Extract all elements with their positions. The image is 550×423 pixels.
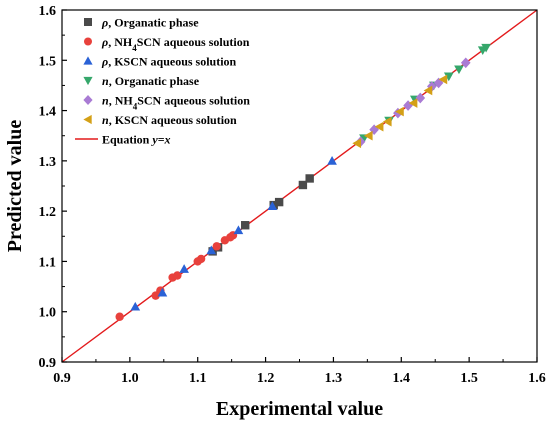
data-point-series-2 [173, 271, 182, 280]
data-point-series-6 [352, 138, 362, 149]
data-point-series-2 [115, 312, 124, 321]
x-tick-label: 1.5 [460, 371, 478, 386]
data-point-series-6 [382, 116, 392, 127]
data-point-series-6 [438, 74, 448, 85]
legend-label-4: n, Organatic phase [102, 74, 200, 88]
x-tick-label: 1.2 [257, 371, 275, 386]
legend-marker-6 [83, 114, 92, 125]
y-tick-label: 1.4 [39, 105, 57, 120]
data-point-series-3 [327, 156, 337, 165]
legend-marker-3 [83, 56, 93, 65]
data-point-series-2 [212, 242, 221, 251]
legend-label-1: ρ, Organatic phase [101, 16, 199, 30]
data-point-series-4 [443, 72, 454, 82]
y-tick-label: 1.0 [39, 306, 57, 321]
legend-label-6: n, KSCN aqueous solution [102, 113, 237, 127]
data-point-series-4 [454, 65, 464, 75]
data-point-series-3 [267, 201, 278, 210]
y-tick-label: 1.1 [39, 255, 57, 270]
data-point-series-3 [233, 225, 244, 235]
data-point-series-1 [241, 221, 250, 230]
y-tick-label: 1.2 [39, 205, 57, 220]
data-point-series-6 [374, 121, 384, 132]
data-point-series-6 [408, 98, 418, 108]
legend-label-reference: Equation y=x [102, 133, 171, 147]
axis-ticks: 0.9 1.0 1.1 1.2 1.3 1.4 1.5 1.6 0.9 1.0 1.1 1.2 1.3 1… [39, 4, 546, 386]
y-tick-label: 1.5 [39, 54, 57, 69]
legend-marker-2 [84, 37, 92, 46]
legend-marker-1 [84, 18, 92, 26]
y-tick-label: 0.9 [39, 356, 57, 371]
data-points-layer [115, 43, 491, 321]
x-tick-label: 1.6 [528, 371, 546, 386]
data-point-series-3 [130, 301, 141, 311]
data-point-series-6 [395, 106, 404, 117]
data-point-series-1 [305, 174, 314, 183]
y-axis-title: Predicted value [4, 120, 26, 253]
data-point-series-3 [179, 264, 189, 273]
data-point-series-5 [460, 57, 471, 69]
data-point-series-4 [481, 43, 491, 53]
data-point-series-5 [415, 92, 426, 104]
legend-label-3: ρ, KSCN aqueous solution [101, 55, 237, 69]
x-tick-label: 1.1 [189, 371, 207, 386]
data-point-series-1 [274, 197, 284, 207]
x-tick-label: 1.4 [393, 371, 411, 386]
x-tick-label: 0.9 [53, 371, 71, 386]
legend-label-2: ρ, NH4SCN aqueous solution [101, 35, 250, 53]
x-tick-label: 1.3 [325, 371, 343, 386]
y-tick-label: 1.3 [39, 155, 57, 170]
data-point-series-3 [206, 245, 217, 255]
data-point-series-1 [298, 180, 308, 190]
legend-label-5: n, NH4SCN aqueous solution [102, 94, 250, 112]
data-point-series-3 [157, 287, 168, 297]
data-point-series-6 [363, 130, 373, 141]
data-point-series-2 [196, 254, 206, 264]
x-tick-label: 1.0 [121, 371, 139, 386]
y-tick-label: 1.6 [39, 4, 57, 19]
legend-marker-4 [83, 76, 93, 86]
x-axis-title: Experimental value [216, 398, 383, 420]
legend: ρ, Organatic phase ρ, NH4SCN aqueous solu… [75, 16, 250, 147]
legend-marker-5 [83, 94, 93, 106]
data-point-series-6 [423, 85, 433, 96]
